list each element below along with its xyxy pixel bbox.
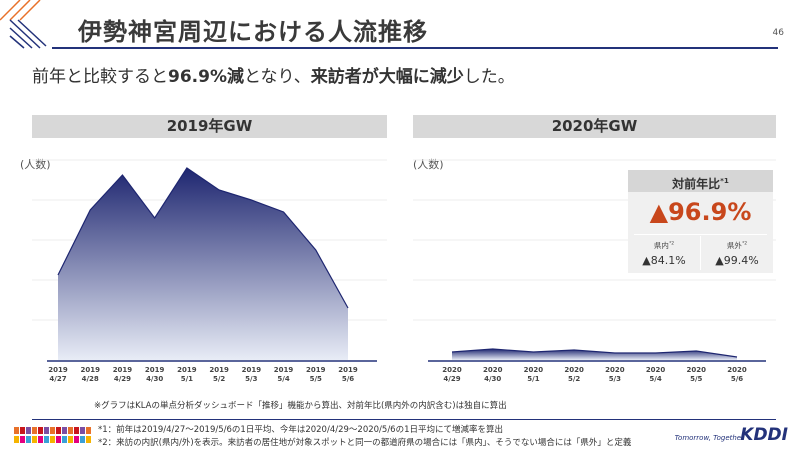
mosaic-tile	[62, 436, 67, 443]
x-tick-label: 2019 4/27	[48, 366, 68, 383]
x-tick-label: 2019 4/30	[144, 366, 165, 383]
x-tick-label: 2020 4/29	[442, 366, 462, 383]
source-note: ※グラフはKLAの単点分析ダッシュボード「推移」機能から算出、対前年比(県内外の…	[94, 401, 507, 411]
x-tick-label: 2019 5/2	[209, 366, 229, 383]
area-charts	[32, 159, 776, 362]
footnote-1: *1：前年は2019/4/27～2019/5/6の1日平均、今年は2020/4/…	[98, 425, 503, 435]
x-tick-label: 2019 5/3	[241, 366, 262, 383]
note: *2	[741, 241, 748, 247]
label: 県外	[726, 241, 742, 250]
mosaic-tile	[80, 427, 85, 434]
x-tick-label: 2019 4/29	[112, 366, 133, 383]
mosaic-tile	[20, 436, 25, 443]
x-tick-label: 2019 5/5	[306, 366, 326, 383]
footer-divider	[32, 419, 776, 420]
page-title: 伊勢神宮周辺における人流推移	[78, 18, 428, 46]
mosaic-tile	[44, 436, 49, 443]
mosaic-tile	[56, 427, 61, 434]
mosaic-tile	[26, 427, 31, 434]
mosaic-tile	[50, 436, 55, 443]
yoy-card: 対前年比*1 ▲96.9% 県内*2 ▲84.1% 県外*2 ▲99.4%	[628, 170, 773, 273]
mosaic-tile	[44, 427, 49, 434]
brand-mosaic-icon	[14, 427, 91, 443]
footnote-2: *2：来訪の内訳(県内/外)を表示。来訪者の居住地が対象スポットと同一の都道府県…	[98, 438, 632, 448]
x-tick-label: 2020 5/4	[645, 366, 666, 383]
x-tick-label: 2019 4/28	[80, 366, 100, 383]
note: *2	[668, 241, 675, 247]
y-unit-2019: (人数)	[20, 158, 51, 171]
yoy-out-prefecture: 県外*2 ▲99.4%	[701, 240, 773, 267]
mosaic-tile	[56, 436, 61, 443]
x-tick-label: 2020 5/3	[605, 366, 625, 383]
x-tick-label: 2020 5/2	[564, 366, 584, 383]
yoy-title-note: *1	[720, 176, 729, 185]
yoy-in-prefecture: 県内*2 ▲84.1%	[628, 240, 700, 267]
lead-bold: 来訪者が大幅に減少	[310, 67, 464, 87]
y-unit-2020: (人数)	[413, 158, 444, 171]
yoy-value: ▲96.9%	[649, 198, 752, 226]
mosaic-tile	[68, 436, 73, 443]
x-tick-label: 2019 5/4	[273, 366, 294, 383]
mosaic-tile	[62, 427, 67, 434]
value: ▲84.1%	[642, 254, 686, 267]
decorative-stripes-icon	[0, 0, 47, 49]
mosaic-tile	[32, 427, 37, 434]
mosaic-tile	[38, 436, 43, 443]
mosaic-tile	[26, 436, 31, 443]
mosaic-tile	[20, 427, 25, 434]
mosaic-tile	[80, 436, 85, 443]
x-tick-label: 2020 5/6	[727, 366, 747, 383]
mosaic-tile	[38, 427, 43, 434]
mosaic-tile	[74, 436, 79, 443]
mosaic-tile	[14, 436, 19, 443]
mosaic-tile	[14, 427, 19, 434]
brand-tagline: Tomorrow, Together	[674, 434, 744, 442]
yoy-title-text: 対前年比	[672, 177, 721, 191]
label: 県内	[653, 241, 669, 250]
mosaic-tile	[68, 427, 73, 434]
line-series-0	[57, 167, 349, 309]
mosaic-tile	[86, 436, 91, 443]
lead-text: 前年と比較すると96.9%減となり、来訪者が大幅に減少した。	[32, 62, 515, 87]
x-tick-label: 2020 5/1	[523, 366, 544, 383]
mosaic-tile	[86, 427, 91, 434]
x-tick-label: 2020 4/30	[482, 366, 503, 383]
x-tick-label: 2019 5/6	[338, 366, 358, 383]
x-tick-label: 2019 5/1	[177, 366, 197, 383]
lead-part: 前年と比較すると	[32, 67, 168, 87]
lead-part: となり、	[243, 67, 311, 87]
kddi-logo: KDDI	[740, 425, 788, 445]
panel-2019-title: 2019年GW	[32, 115, 387, 138]
mosaic-tile	[50, 427, 55, 434]
line-series-1	[451, 348, 738, 358]
yoy-title: 対前年比*1	[628, 170, 773, 192]
lead-bold: 96.9%減	[168, 67, 244, 87]
value: ▲99.4%	[715, 254, 759, 267]
panel-2020-title: 2020年GW	[413, 115, 776, 138]
x-tick-label: 2020 5/5	[686, 366, 707, 383]
lead-part: した。	[463, 67, 515, 87]
area-series-0	[58, 168, 348, 360]
title-divider	[52, 47, 778, 49]
mosaic-tile	[32, 436, 37, 443]
page-number: 46	[772, 28, 784, 38]
mosaic-tile	[74, 427, 79, 434]
